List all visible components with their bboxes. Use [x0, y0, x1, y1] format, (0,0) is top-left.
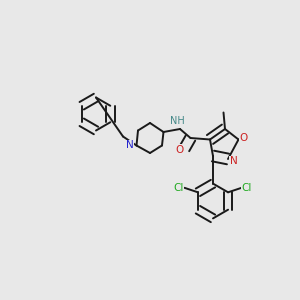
Text: NH: NH [169, 116, 184, 127]
Text: Cl: Cl [242, 183, 252, 193]
Text: N: N [230, 156, 237, 167]
Text: Cl: Cl [173, 183, 184, 193]
Text: O: O [240, 133, 248, 143]
Text: N: N [126, 140, 134, 151]
Text: O: O [175, 145, 183, 155]
